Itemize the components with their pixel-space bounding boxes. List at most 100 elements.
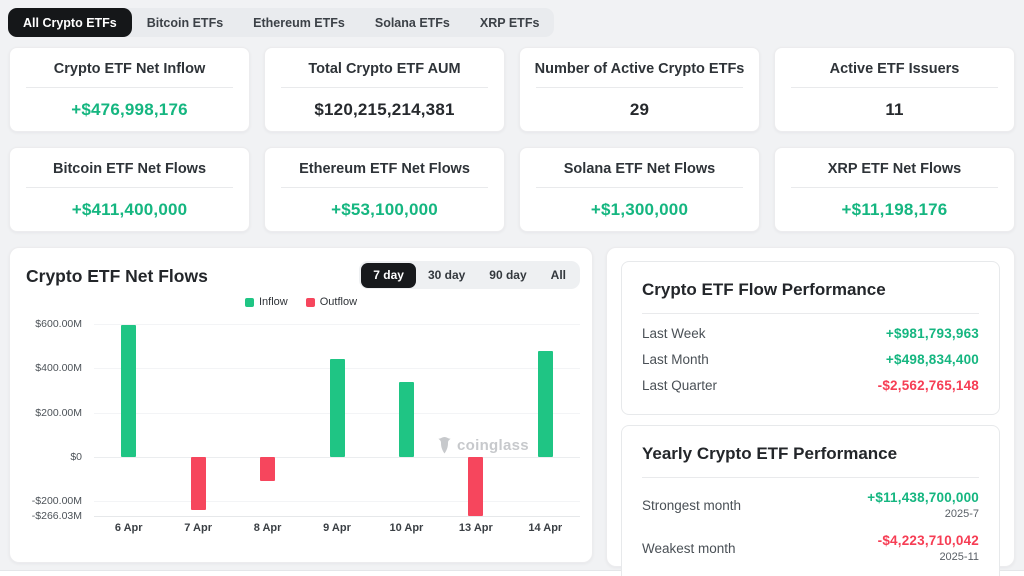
divider xyxy=(26,187,233,188)
perf-value: +$981,793,963 xyxy=(885,326,979,341)
tab-all-crypto-etfs[interactable]: All Crypto ETFs xyxy=(8,8,132,37)
divider xyxy=(26,87,233,88)
gridline xyxy=(94,457,580,459)
net-flows-chart-panel: Crypto ETF Net Flows 7 day 30 day 90 day… xyxy=(9,247,593,563)
perf-label: Last Month xyxy=(642,352,709,367)
chart-title: Crypto ETF Net Flows xyxy=(26,266,208,286)
bar-8-apr[interactable] xyxy=(260,457,276,482)
perf-value: -$4,223,710,042 xyxy=(877,533,979,548)
perf-label: Last Week xyxy=(642,326,706,341)
perf-label: Strongest month xyxy=(642,497,742,513)
stat-title: XRP ETF Net Flows xyxy=(827,161,962,177)
bar-6-apr[interactable] xyxy=(121,325,137,457)
range-tab-all[interactable]: All xyxy=(550,268,566,282)
stat-value: +$11,198,176 xyxy=(841,200,948,219)
stat-value: $120,215,214,381 xyxy=(314,100,455,119)
stat-title: Bitcoin ETF Net Flows xyxy=(52,161,207,177)
stat-value: +$476,998,176 xyxy=(71,100,188,119)
flow-performance-card: Crypto ETF Flow Performance Last Week +$… xyxy=(621,261,1000,415)
range-tab-90-day[interactable]: 90 day xyxy=(489,268,527,282)
stat-value: +$53,100,000 xyxy=(331,200,438,219)
stat-card-bitcoin-flows: Bitcoin ETF Net Flows +$411,400,000 xyxy=(9,147,250,232)
stat-value: 11 xyxy=(885,100,904,119)
bar-7-apr[interactable] xyxy=(190,457,206,511)
stat-title: Active ETF Issuers xyxy=(829,61,960,77)
stat-title: Total Crypto ETF AUM xyxy=(308,61,461,77)
stat-title: Ethereum ETF Net Flows xyxy=(299,161,470,177)
tab-solana-etfs[interactable]: Solana ETFs xyxy=(374,15,450,30)
stats-grid: Crypto ETF Net Inflow +$476,998,176 Tota… xyxy=(0,47,1024,232)
yearly-performance-title: Yearly Crypto ETF Performance xyxy=(642,444,898,463)
stat-card-xrp-flows: XRP ETF Net Flows +$11,198,176 xyxy=(774,147,1015,232)
asset-tab-bar: All Crypto ETFs Bitcoin ETFs Ethereum ET… xyxy=(8,8,555,37)
perf-row-strongest-month: Strongest month +$11,438,700,000 2025-7 xyxy=(642,490,979,520)
legend-item-inflow[interactable]: Inflow xyxy=(244,296,288,308)
y-axis-tick-label: $400.00M xyxy=(35,362,82,375)
main-content: Crypto ETF Net Flows 7 day 30 day 90 day… xyxy=(0,247,1024,576)
coinglass-watermark: coinglass xyxy=(436,436,529,455)
perf-row-last-month: Last Month +$498,834,400 xyxy=(642,352,979,367)
gridline xyxy=(94,501,580,503)
divider xyxy=(642,477,979,478)
inflow-swatch-icon xyxy=(244,297,254,307)
perf-row-last-quarter: Last Quarter -$2,562,765,148 xyxy=(642,378,979,393)
range-tab-7-day[interactable]: 7 day xyxy=(361,262,416,288)
y-axis-tick-label: $200.00M xyxy=(35,406,82,419)
divider xyxy=(536,87,743,88)
chart-xlabels: 6 Apr 7 Apr 8 Apr 9 Apr 10 Apr 13 Apr 14 Apr xyxy=(94,522,580,538)
gridline xyxy=(94,324,580,325)
chart-ylabels: $600.00M $400.00M $200.00M $0 -$200.00M -$266… xyxy=(10,318,88,522)
x-axis-tick-label: 6 Apr xyxy=(114,522,143,534)
legend-label: Outflow xyxy=(319,296,358,308)
divider xyxy=(281,187,488,188)
x-axis-tick-label: 14 Apr xyxy=(528,522,563,534)
perf-row-weakest-month: Weakest month -$4,223,710,042 2025-11 xyxy=(642,533,979,563)
stat-card-active-etfs: Number of Active Crypto ETFs 29 xyxy=(519,47,760,132)
perf-label: Last Quarter xyxy=(642,378,718,393)
stat-card-total-aum: Total Crypto ETF AUM $120,215,214,381 xyxy=(264,47,505,132)
flow-performance-title: Crypto ETF Flow Performance xyxy=(642,280,886,299)
perf-value: +$498,834,400 xyxy=(885,352,979,367)
bar-10-apr[interactable] xyxy=(398,381,414,458)
divider xyxy=(281,87,488,88)
divider xyxy=(791,87,998,88)
bar-14-apr[interactable] xyxy=(537,351,553,458)
tab-ethereum-etfs[interactable]: Ethereum ETFs xyxy=(253,15,345,30)
divider xyxy=(642,313,979,314)
perf-date: 2025-11 xyxy=(939,551,979,563)
stat-card-net-inflow: Crypto ETF Net Inflow +$476,998,176 xyxy=(9,47,250,132)
watermark-text: coinglass xyxy=(457,437,529,454)
stat-card-solana-flows: Solana ETF Net Flows +$1,300,000 xyxy=(519,147,760,232)
stat-card-ethereum-flows: Ethereum ETF Net Flows +$53,100,000 xyxy=(264,147,505,232)
y-axis-tick-label: -$200.00M xyxy=(31,495,82,508)
y-axis-tick-label: $600.00M xyxy=(35,318,82,330)
tab-bitcoin-etfs[interactable]: Bitcoin ETFs xyxy=(146,15,224,30)
stat-title: Solana ETF Net Flows xyxy=(563,161,716,177)
perf-date: 2025-7 xyxy=(944,508,979,520)
bar-13-apr[interactable] xyxy=(468,457,484,516)
x-axis-tick-label: 10 Apr xyxy=(389,522,424,534)
perf-label: Weakest month xyxy=(642,540,736,556)
x-axis-tick-label: 8 Apr xyxy=(253,522,282,534)
gridline xyxy=(94,516,580,517)
stat-card-active-issuers: Active ETF Issuers 11 xyxy=(774,47,1015,132)
chart-range-tab-bar: 7 day 30 day 90 day All xyxy=(359,261,580,289)
stat-value: 29 xyxy=(629,100,650,119)
stat-title: Number of Active Crypto ETFs xyxy=(534,61,745,77)
tab-xrp-etfs[interactable]: XRP ETFs xyxy=(479,15,540,30)
legend-item-outflow[interactable]: Outflow xyxy=(305,296,358,308)
legend-label: Inflow xyxy=(258,296,288,308)
performance-panel: Crypto ETF Flow Performance Last Week +$… xyxy=(606,247,1015,576)
divider xyxy=(791,187,998,188)
perf-value: -$2,562,765,148 xyxy=(877,378,979,393)
x-axis-tick-label: 13 Apr xyxy=(458,522,493,534)
chart-plot: coinglass xyxy=(94,324,580,517)
perf-value: +$11,438,700,000 xyxy=(867,490,979,505)
range-tab-30-day[interactable]: 30 day xyxy=(427,268,466,282)
divider xyxy=(536,187,743,188)
y-axis-tick-label: $0 xyxy=(70,451,82,464)
perf-row-last-week: Last Week +$981,793,963 xyxy=(642,326,979,341)
chart-legend: Inflow Outflow xyxy=(10,296,592,308)
bar-9-apr[interactable] xyxy=(329,359,345,458)
